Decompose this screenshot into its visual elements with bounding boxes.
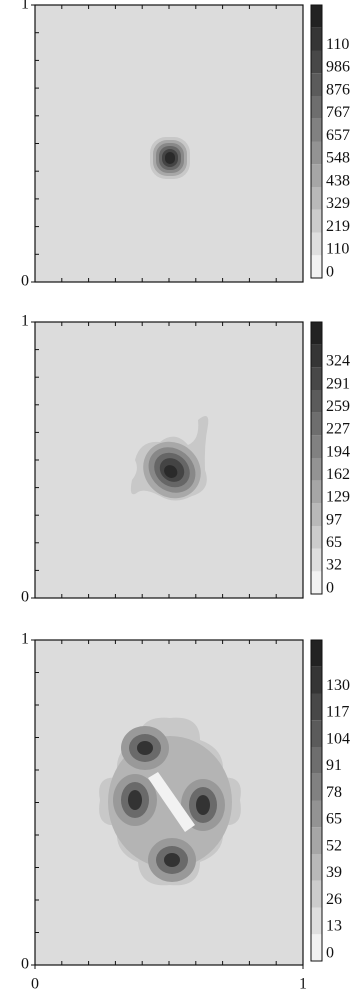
colorbar-label: 130	[326, 677, 350, 694]
colorbar-band	[311, 27, 322, 51]
colorbar-label: 117	[326, 704, 349, 721]
colorbar-label: 0	[326, 579, 334, 596]
colorbar-band	[311, 907, 322, 935]
colorbar-label: 52	[326, 837, 342, 854]
colorbar-label: 986	[326, 59, 350, 76]
y-tick-label: 0	[21, 589, 29, 606]
colorbar-label: 104	[326, 730, 350, 747]
colorbar-label: 32	[326, 557, 342, 574]
colorbar-label: 0	[326, 263, 334, 280]
x-tick-label: 1	[299, 976, 307, 993]
y-tick-label: 0	[21, 956, 29, 973]
colorbar-band	[311, 503, 322, 526]
colorbar-band	[311, 854, 322, 881]
colorbar-band	[311, 526, 322, 549]
colorbar-frame	[310, 4, 323, 279]
x-tick-label: 0	[31, 976, 39, 993]
colorbar-label: 876	[326, 81, 350, 98]
colorbar-band	[311, 666, 322, 694]
y-tick-label: 1	[21, 631, 29, 648]
colorbar-band	[311, 5, 322, 28]
colorbar-band	[311, 209, 322, 233]
colorbar-label: 291	[326, 375, 350, 392]
colorbar-label: 97	[326, 511, 342, 528]
colorbar-label: 324	[326, 353, 350, 370]
colorbar-label: 0	[326, 944, 334, 961]
colorbar-band	[311, 480, 322, 504]
colorbar-label: 39	[326, 864, 342, 881]
colorbar-band	[311, 880, 322, 908]
colorbar-band	[311, 435, 322, 458]
colorbar-band	[311, 50, 322, 74]
colorbar-label: 162	[326, 466, 350, 483]
colorbar-label: 91	[326, 757, 342, 774]
colorbar-band	[311, 800, 322, 828]
colorbar-label: 259	[326, 398, 350, 415]
colorbar-band	[311, 693, 322, 721]
colorbar-label: 194	[326, 443, 350, 460]
colorbar-band	[311, 640, 322, 667]
colorbar-band	[311, 720, 322, 747]
y-tick-label: 1	[21, 313, 29, 330]
colorbar-label: 110	[326, 241, 349, 258]
colorbar-label: 65	[326, 534, 342, 551]
colorbar-frame	[310, 639, 323, 962]
colorbar-label: 329	[326, 195, 350, 212]
contour-field	[150, 137, 190, 179]
y-tick-label: 1	[21, 0, 29, 13]
colorbar-band	[311, 390, 322, 413]
colorbar-band	[311, 571, 322, 594]
colorbar-band	[311, 187, 322, 210]
colorbar-label: 219	[326, 218, 350, 235]
colorbar-label: 548	[326, 150, 350, 167]
y-tick-label: 0	[21, 273, 29, 290]
colorbar-band	[311, 934, 322, 961]
colorbar-band	[311, 73, 322, 96]
colorbar-band	[311, 141, 322, 165]
colorbar-label: 129	[326, 489, 350, 506]
colorbar-band	[311, 548, 322, 572]
colorbar-band	[311, 164, 322, 187]
colorbar-band	[311, 322, 322, 345]
colorbar-band	[311, 118, 322, 142]
colorbar-band	[311, 367, 322, 390]
colorbar-band	[311, 412, 322, 436]
colorbar-band	[311, 96, 322, 119]
colorbar-band	[311, 344, 322, 368]
colorbar-band	[311, 232, 322, 256]
contour-field	[99, 717, 241, 886]
colorbar-label: 78	[326, 784, 342, 801]
colorbar-frame	[310, 321, 323, 595]
colorbar-label: 767	[326, 104, 350, 121]
colorbar-band	[311, 255, 322, 278]
colorbar-label: 13	[326, 918, 342, 935]
colorbar-label: 438	[326, 172, 350, 189]
colorbar-label: 657	[326, 127, 350, 144]
colorbar-band	[311, 827, 322, 854]
colorbar-band	[311, 747, 322, 774]
colorbar-band	[311, 458, 322, 481]
colorbar-label: 65	[326, 811, 342, 828]
contour-field	[130, 416, 209, 501]
colorbar-band	[311, 773, 322, 801]
colorbar-label: 26	[326, 891, 342, 908]
colorbar-label: 110	[326, 36, 349, 53]
colorbar-label: 227	[326, 421, 350, 438]
